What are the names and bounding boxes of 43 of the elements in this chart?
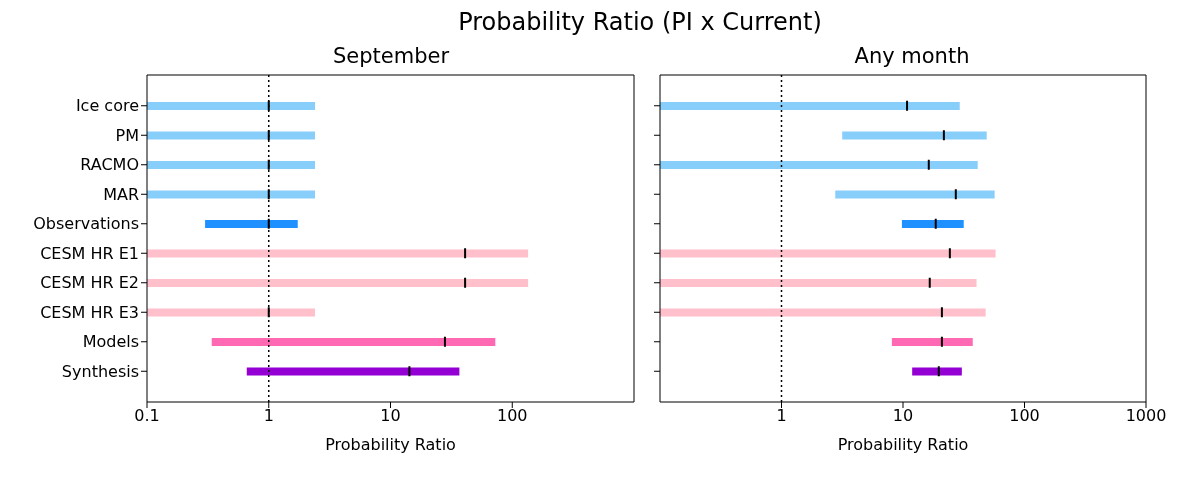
y-tick-label: PM xyxy=(115,125,139,145)
bar xyxy=(147,161,316,169)
x-tick-label: 1 xyxy=(263,406,274,426)
bar xyxy=(660,161,978,169)
bar xyxy=(660,249,996,258)
x-tick-label: 0.1 xyxy=(134,406,160,426)
bar xyxy=(147,131,316,140)
y-tick-label: MAR xyxy=(103,184,139,204)
y-tick-label: CESM HR E3 xyxy=(40,302,139,322)
bar xyxy=(246,367,460,376)
x-axis-title: Probability Ratio xyxy=(325,435,456,454)
bar xyxy=(205,220,298,228)
bar xyxy=(147,279,529,287)
bar xyxy=(660,279,977,287)
bar xyxy=(211,338,496,346)
bar xyxy=(147,249,529,258)
x-tick-label: 10 xyxy=(380,406,401,426)
chart-subtitle: September xyxy=(331,44,451,70)
y-tick-label: Ice core xyxy=(75,96,139,116)
y-tick-label: RACMO xyxy=(80,155,139,175)
x-tick-label: 10 xyxy=(892,406,914,426)
y-tick-label: CESM HR E1 xyxy=(40,243,139,263)
bar xyxy=(842,131,987,140)
x-tick-label: 1000 xyxy=(1125,406,1167,426)
bar xyxy=(147,102,316,110)
bar xyxy=(660,102,960,110)
y-tick-label: Observations xyxy=(33,214,139,234)
x-tick-label: 100 xyxy=(496,406,528,426)
bar xyxy=(835,190,995,199)
bar xyxy=(891,338,973,346)
bar xyxy=(147,190,316,199)
bar xyxy=(901,220,964,228)
bar xyxy=(912,367,962,376)
bar xyxy=(660,308,986,317)
bar xyxy=(147,308,316,317)
y-tick-label: Synthesis xyxy=(61,361,139,381)
y-tick-label: Models xyxy=(82,332,139,352)
chart-title: Probability Ratio (PI x Current) xyxy=(457,8,823,38)
x-tick-label: 1 xyxy=(776,406,787,426)
x-tick-label: 100 xyxy=(1009,406,1040,426)
chart-title: Any month xyxy=(853,44,971,70)
y-tick-label: CESM HR E2 xyxy=(40,273,139,293)
x-axis-title: Probability Ratio xyxy=(837,435,969,454)
